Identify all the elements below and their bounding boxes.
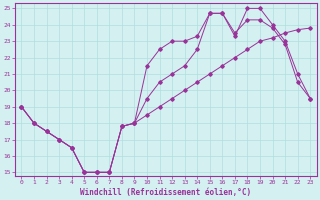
X-axis label: Windchill (Refroidissement éolien,°C): Windchill (Refroidissement éolien,°C) [80,188,252,197]
